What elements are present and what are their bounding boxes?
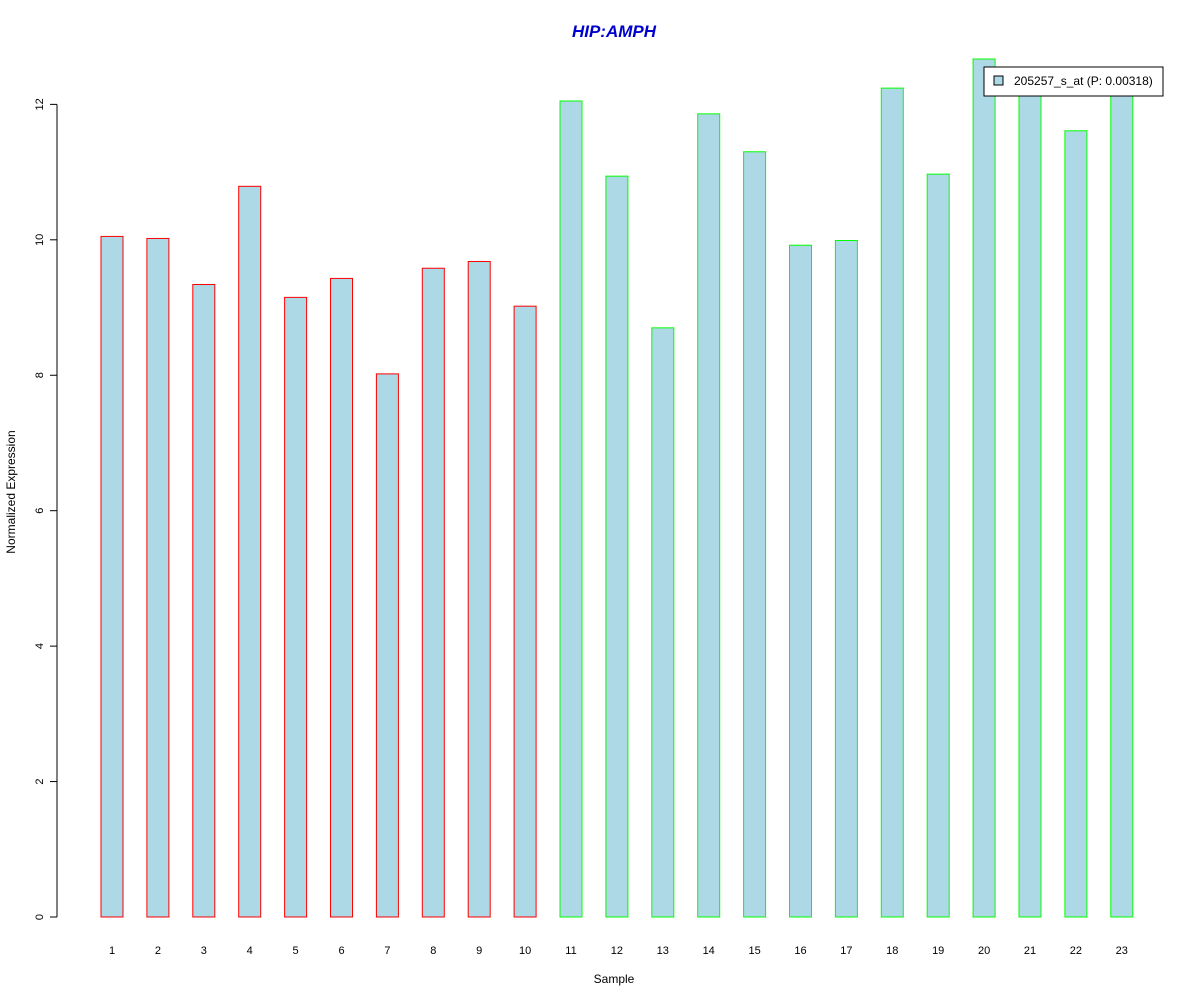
x-tick-label: 14 bbox=[703, 945, 715, 957]
x-tick-label: 22 bbox=[1070, 945, 1082, 957]
x-axis-label: Sample bbox=[594, 972, 635, 986]
x-tick-label: 18 bbox=[886, 945, 898, 957]
x-tick-label: 9 bbox=[476, 945, 482, 957]
bar-sample-14 bbox=[697, 113, 721, 918]
legend-label: 205257_s_at (P: 0.00318) bbox=[1014, 74, 1153, 88]
bar-sample-15 bbox=[743, 151, 767, 918]
bars-group bbox=[100, 58, 1134, 918]
x-tick-label: 19 bbox=[932, 945, 944, 957]
bar-sample-22 bbox=[1064, 130, 1088, 918]
x-tick-label: 12 bbox=[611, 945, 623, 957]
y-tick-label: 10 bbox=[34, 234, 46, 246]
y-tick-label: 8 bbox=[34, 372, 46, 378]
bar-sample-4 bbox=[238, 185, 262, 918]
x-tick-labels: 1 2 3 4 5 6 7 8 9 10 11 12 13 14 15 16 17 18 19 20 21 22 23 bbox=[109, 945, 1128, 957]
y-tick-label: 2 bbox=[34, 778, 46, 784]
x-tick-label: 6 bbox=[338, 945, 344, 957]
bar-sample-10 bbox=[513, 305, 537, 918]
y-tick-label: 12 bbox=[34, 98, 46, 110]
x-tick-label: 7 bbox=[384, 945, 390, 957]
bar-sample-17 bbox=[834, 239, 858, 918]
bar-sample-23 bbox=[1110, 90, 1134, 918]
bar-sample-18 bbox=[880, 87, 904, 918]
x-tick-label: 4 bbox=[247, 945, 253, 957]
y-axis: 0 2 4 6 8 10 12 bbox=[34, 98, 58, 920]
bar-sample-8 bbox=[421, 267, 445, 918]
y-axis-label: Normalized Expression bbox=[4, 430, 18, 553]
legend-box bbox=[983, 66, 1164, 97]
bar-sample-20 bbox=[972, 58, 996, 918]
legend: 205257_s_at (P: 0.00318) bbox=[983, 66, 1164, 97]
bar-sample-2 bbox=[146, 237, 170, 918]
x-tick-label: 2 bbox=[155, 945, 161, 957]
x-tick-label: 17 bbox=[840, 945, 852, 957]
x-tick-label: 21 bbox=[1024, 945, 1036, 957]
x-tick-label: 16 bbox=[794, 945, 806, 957]
bar-sample-1 bbox=[100, 235, 124, 918]
x-tick-label: 20 bbox=[978, 945, 990, 957]
x-tick-label: 1 bbox=[109, 945, 115, 957]
bar-sample-6 bbox=[330, 277, 353, 918]
x-tick-label: 15 bbox=[748, 945, 760, 957]
x-tick-label: 5 bbox=[293, 945, 299, 957]
y-tick-label: 6 bbox=[34, 508, 46, 514]
x-tick-label: 13 bbox=[657, 945, 669, 957]
bar-sample-7 bbox=[375, 373, 399, 918]
y-tick-label: 4 bbox=[34, 643, 46, 649]
x-tick-label: 10 bbox=[519, 945, 531, 957]
bar-sample-11 bbox=[559, 100, 583, 918]
chart-title: HIP:AMPH bbox=[572, 22, 657, 41]
x-tick-label: 8 bbox=[430, 945, 436, 957]
y-tick-label: 0 bbox=[34, 914, 46, 920]
x-tick-label: 23 bbox=[1116, 945, 1128, 957]
x-tick-label: 3 bbox=[201, 945, 207, 957]
bar-sample-5 bbox=[284, 296, 308, 918]
bar-sample-21 bbox=[1018, 90, 1042, 918]
bar-sample-19 bbox=[926, 173, 950, 918]
bar-sample-9 bbox=[467, 260, 491, 918]
legend-swatch bbox=[993, 75, 1004, 86]
bar-sample-16 bbox=[789, 244, 812, 918]
x-tick-label: 11 bbox=[565, 945, 576, 957]
bar-sample-3 bbox=[192, 284, 216, 918]
bar-sample-12 bbox=[605, 175, 629, 918]
bar-sample-13 bbox=[651, 327, 675, 918]
